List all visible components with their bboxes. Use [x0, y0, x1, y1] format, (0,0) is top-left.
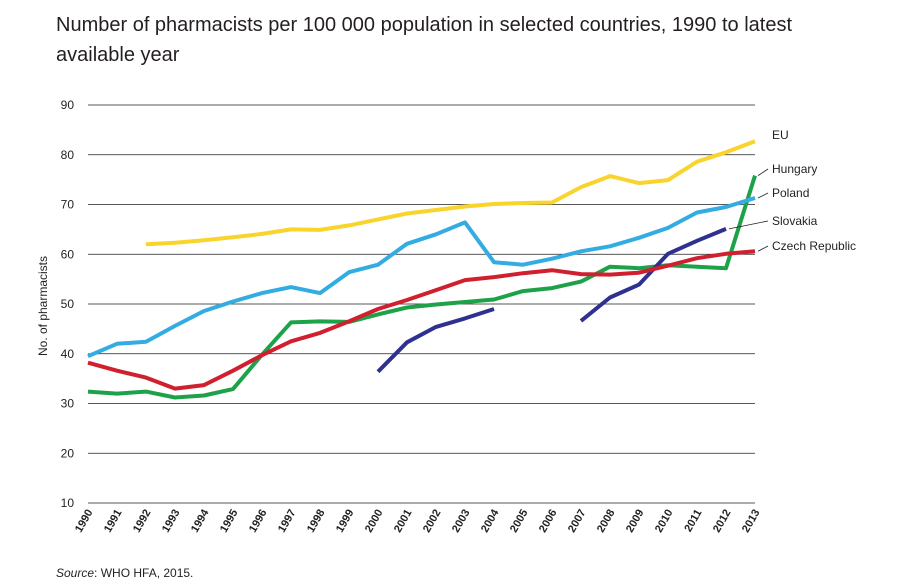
series-line-eu — [145, 139, 756, 247]
source-label: Source — [56, 566, 95, 580]
legend-label-poland: Poland — [772, 186, 809, 200]
x-tick-label: 2008 — [595, 508, 618, 535]
y-tick-label: 50 — [61, 297, 75, 311]
x-axis-ticks: 1990 1991 1992 1993 1994 1995 1996 1997 1998 1999… — [73, 507, 763, 535]
x-tick-label: 2012 — [711, 508, 734, 535]
y-axis-label: No. of pharmacists — [36, 256, 50, 356]
x-tick-label: 2000 — [363, 508, 386, 535]
x-tick-label: 2003 — [450, 508, 473, 535]
y-tick-label: 10 — [61, 496, 75, 510]
legend-label-czech-republic: Czech Republic — [772, 239, 856, 253]
y-tick-label: 80 — [61, 148, 75, 162]
series-line-hungary — [87, 175, 757, 400]
source-note: Source: WHO HFA, 2015. — [56, 566, 193, 580]
y-tick-label: 20 — [61, 446, 75, 460]
x-tick-label: 1993 — [160, 508, 183, 535]
x-tick-label: 2006 — [537, 508, 560, 535]
x-tick-label: 1997 — [276, 508, 299, 535]
x-tick-label: 1995 — [218, 508, 241, 535]
legend-leader-hungary — [757, 168, 769, 176]
legend-leader-poland — [757, 192, 769, 199]
series-line-czech-republic — [87, 249, 756, 391]
x-tick-label: 1992 — [131, 508, 154, 535]
legend-label-hungary: Hungary — [772, 162, 817, 176]
x-tick-label: 1998 — [305, 508, 328, 535]
legend-label-slovakia: Slovakia — [772, 214, 818, 228]
legend-label-eu: EU — [772, 128, 789, 142]
x-tick-label: 1990 — [73, 508, 96, 535]
legend-leader-slovakia — [728, 220, 769, 230]
x-tick-label: 2013 — [740, 508, 763, 535]
x-tick-label: 2004 — [479, 507, 502, 535]
gridlines — [88, 104, 755, 504]
y-tick-label: 60 — [61, 247, 75, 261]
x-tick-label: 2011 — [682, 508, 704, 535]
y-tick-label: 30 — [61, 397, 75, 411]
y-tick-label: 90 — [61, 98, 75, 112]
source-text: : WHO HFA, 2015. — [94, 566, 194, 580]
x-tick-label: 2002 — [421, 508, 444, 535]
legend: EU Hungary Poland Slovakia Czech Republic — [728, 128, 856, 253]
y-tick-label: 40 — [61, 347, 75, 361]
x-tick-label: 2007 — [566, 508, 589, 535]
chart-title: Number of pharmacists per 100 000 popula… — [56, 14, 792, 66]
x-tick-label: 2009 — [624, 508, 647, 535]
y-tick-label: 70 — [61, 198, 75, 212]
y-axis-ticks: 10 20 30 40 50 60 70 80 90 — [61, 98, 75, 510]
x-tick-label: 2001 — [392, 508, 415, 535]
series-lines — [87, 139, 757, 400]
x-tick-label: 2005 — [508, 508, 531, 535]
x-tick-label: 1991 — [102, 508, 125, 535]
x-tick-label: 1996 — [247, 508, 270, 535]
x-tick-label: 2010 — [653, 508, 676, 535]
x-tick-label: 1999 — [334, 508, 357, 535]
legend-leader-czech-republic — [757, 245, 769, 252]
series-line-poland — [87, 196, 756, 359]
x-tick-label: 1994 — [189, 507, 212, 535]
series-line-slovakia — [376, 307, 495, 374]
